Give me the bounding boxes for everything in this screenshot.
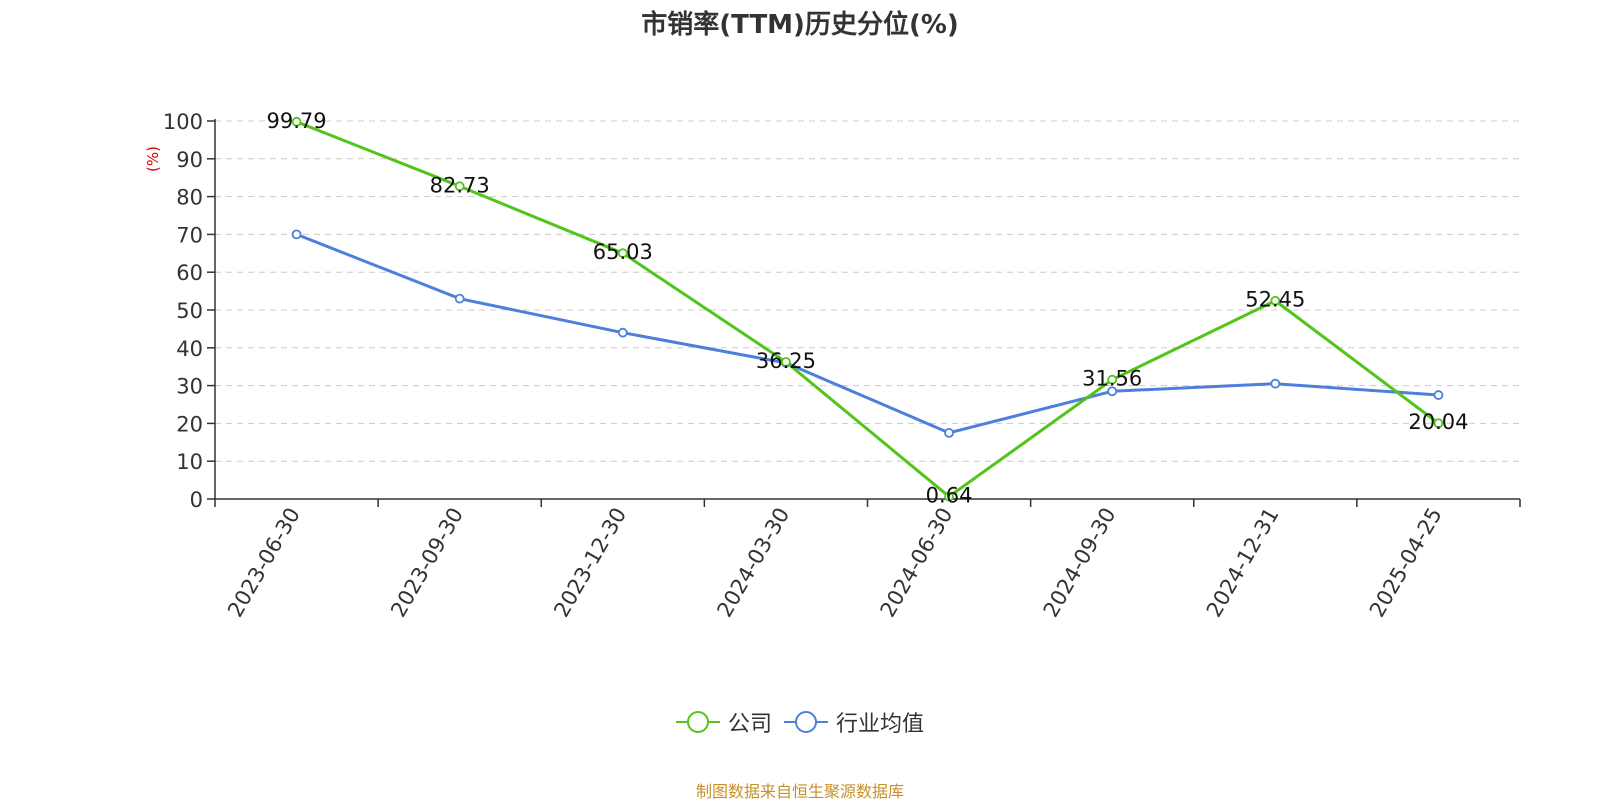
chart-title: 市销率(TTM)历史分位(%) <box>641 10 959 40</box>
point-s1-0 <box>291 229 302 240</box>
y-tick-label-20: 20 <box>176 412 203 436</box>
point-s0-7 <box>1433 418 1444 429</box>
point-s1-1 <box>454 293 465 304</box>
point-s0-5 <box>1107 374 1118 385</box>
legend-item-company[interactable]: 公司 <box>675 706 772 738</box>
legend-industry-circle-icon <box>784 711 828 733</box>
y-tick-label-100: 100 <box>163 110 203 134</box>
series-lines <box>296 120 1440 499</box>
y-tick-label-50: 50 <box>176 299 203 323</box>
legend-item-industry[interactable]: 行业均值 <box>784 706 924 738</box>
y-tick-label-90: 90 <box>176 148 203 172</box>
data-label-2: 65.03 <box>593 240 653 264</box>
data-label-0: 99.79 <box>267 109 327 133</box>
point-s0-4 <box>944 491 954 502</box>
y-tick-label-60: 60 <box>176 261 203 285</box>
x-tick-label-2024-06-30: 2024-06-30 <box>876 504 958 622</box>
y-tick-label-40: 40 <box>176 337 203 361</box>
point-s0-1 <box>454 181 465 192</box>
x-tick-label-2023-09-30: 2023-09-30 <box>386 504 468 622</box>
data-label-3: 36.25 <box>756 349 816 373</box>
point-s0-0 <box>291 116 302 127</box>
axes <box>214 119 1520 500</box>
data-label-6: 52.45 <box>1245 288 1305 312</box>
x-tick-label-2024-09-30: 2024-09-30 <box>1039 504 1121 622</box>
y-tick-label-30: 30 <box>176 375 203 399</box>
data-label-4: 0.64 <box>926 484 973 508</box>
data-label-7: 20.04 <box>1408 410 1468 434</box>
point-s1-4 <box>944 427 954 438</box>
point-s0-6 <box>1270 295 1281 306</box>
x-tick-label-2024-03-30: 2024-03-30 <box>712 504 794 622</box>
legend-company-circle-icon <box>675 711 720 733</box>
source-note: 制图数据来自恒生聚源数据库 <box>695 782 904 801</box>
point-s0-2 <box>617 248 628 259</box>
y-tick-labels: 0 10 20 30 40 50 60 70 80 90 100 <box>163 110 215 512</box>
series-line-1 <box>296 233 1439 435</box>
point-s1-5 <box>1107 386 1118 397</box>
y-tick-label-80: 80 <box>176 186 203 210</box>
series-points <box>291 116 1444 502</box>
x-tick-label-2024-12-31: 2024-12-31 <box>1202 504 1284 622</box>
point-s1-6 <box>1270 378 1281 389</box>
x-tick-labels: 2023-06-30 2023-09-30 2023-12-30 2024-03-30… <box>214 499 1521 622</box>
series-line-0 <box>296 120 1440 499</box>
point-s0-3 <box>781 357 791 367</box>
x-tick-label-2023-12-30: 2023-12-30 <box>549 504 631 622</box>
x-tick-label-2025-04-25: 2025-04-25 <box>1365 504 1447 622</box>
x-tick-label-2023-06-30: 2023-06-30 <box>223 504 305 622</box>
point-s1-7 <box>1433 390 1444 400</box>
y-tick-label-10: 10 <box>176 450 203 474</box>
legend: 公司 行业均值 <box>0 706 1600 738</box>
data-label-1: 82.73 <box>430 173 490 197</box>
point-s1-2 <box>617 327 628 338</box>
y-tick-label-70: 70 <box>176 223 203 247</box>
data-label-5: 31.56 <box>1082 367 1142 391</box>
data-labels: 99.79 82.73 65.03 36.25 0.64 31.56 52.45 20.04 <box>267 109 1469 508</box>
legend-company-label: 公司 <box>727 712 772 737</box>
y-axis-unit-label: (%) <box>144 146 162 172</box>
y-tick-label-0: 0 <box>190 488 203 512</box>
legend-industry-label: 行业均值 <box>836 712 925 737</box>
grid-lines <box>215 120 1520 462</box>
